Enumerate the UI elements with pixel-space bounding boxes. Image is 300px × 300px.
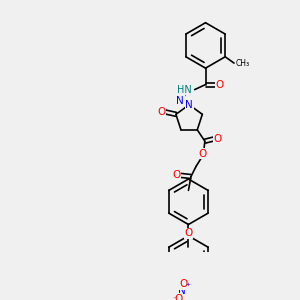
Text: O: O — [172, 170, 181, 180]
Text: O: O — [198, 149, 206, 159]
Text: O: O — [158, 107, 166, 117]
Text: +: + — [185, 282, 190, 287]
Text: N: N — [185, 100, 193, 110]
Text: O: O — [174, 294, 182, 300]
Text: O: O — [179, 279, 188, 289]
Text: HN: HN — [177, 85, 192, 94]
Text: N: N — [176, 96, 184, 106]
Text: ⁻: ⁻ — [173, 296, 176, 300]
Text: N: N — [178, 286, 186, 296]
Text: O: O — [216, 80, 224, 89]
Text: O: O — [184, 228, 193, 238]
Text: O: O — [214, 134, 222, 144]
Text: CH₃: CH₃ — [236, 58, 250, 68]
